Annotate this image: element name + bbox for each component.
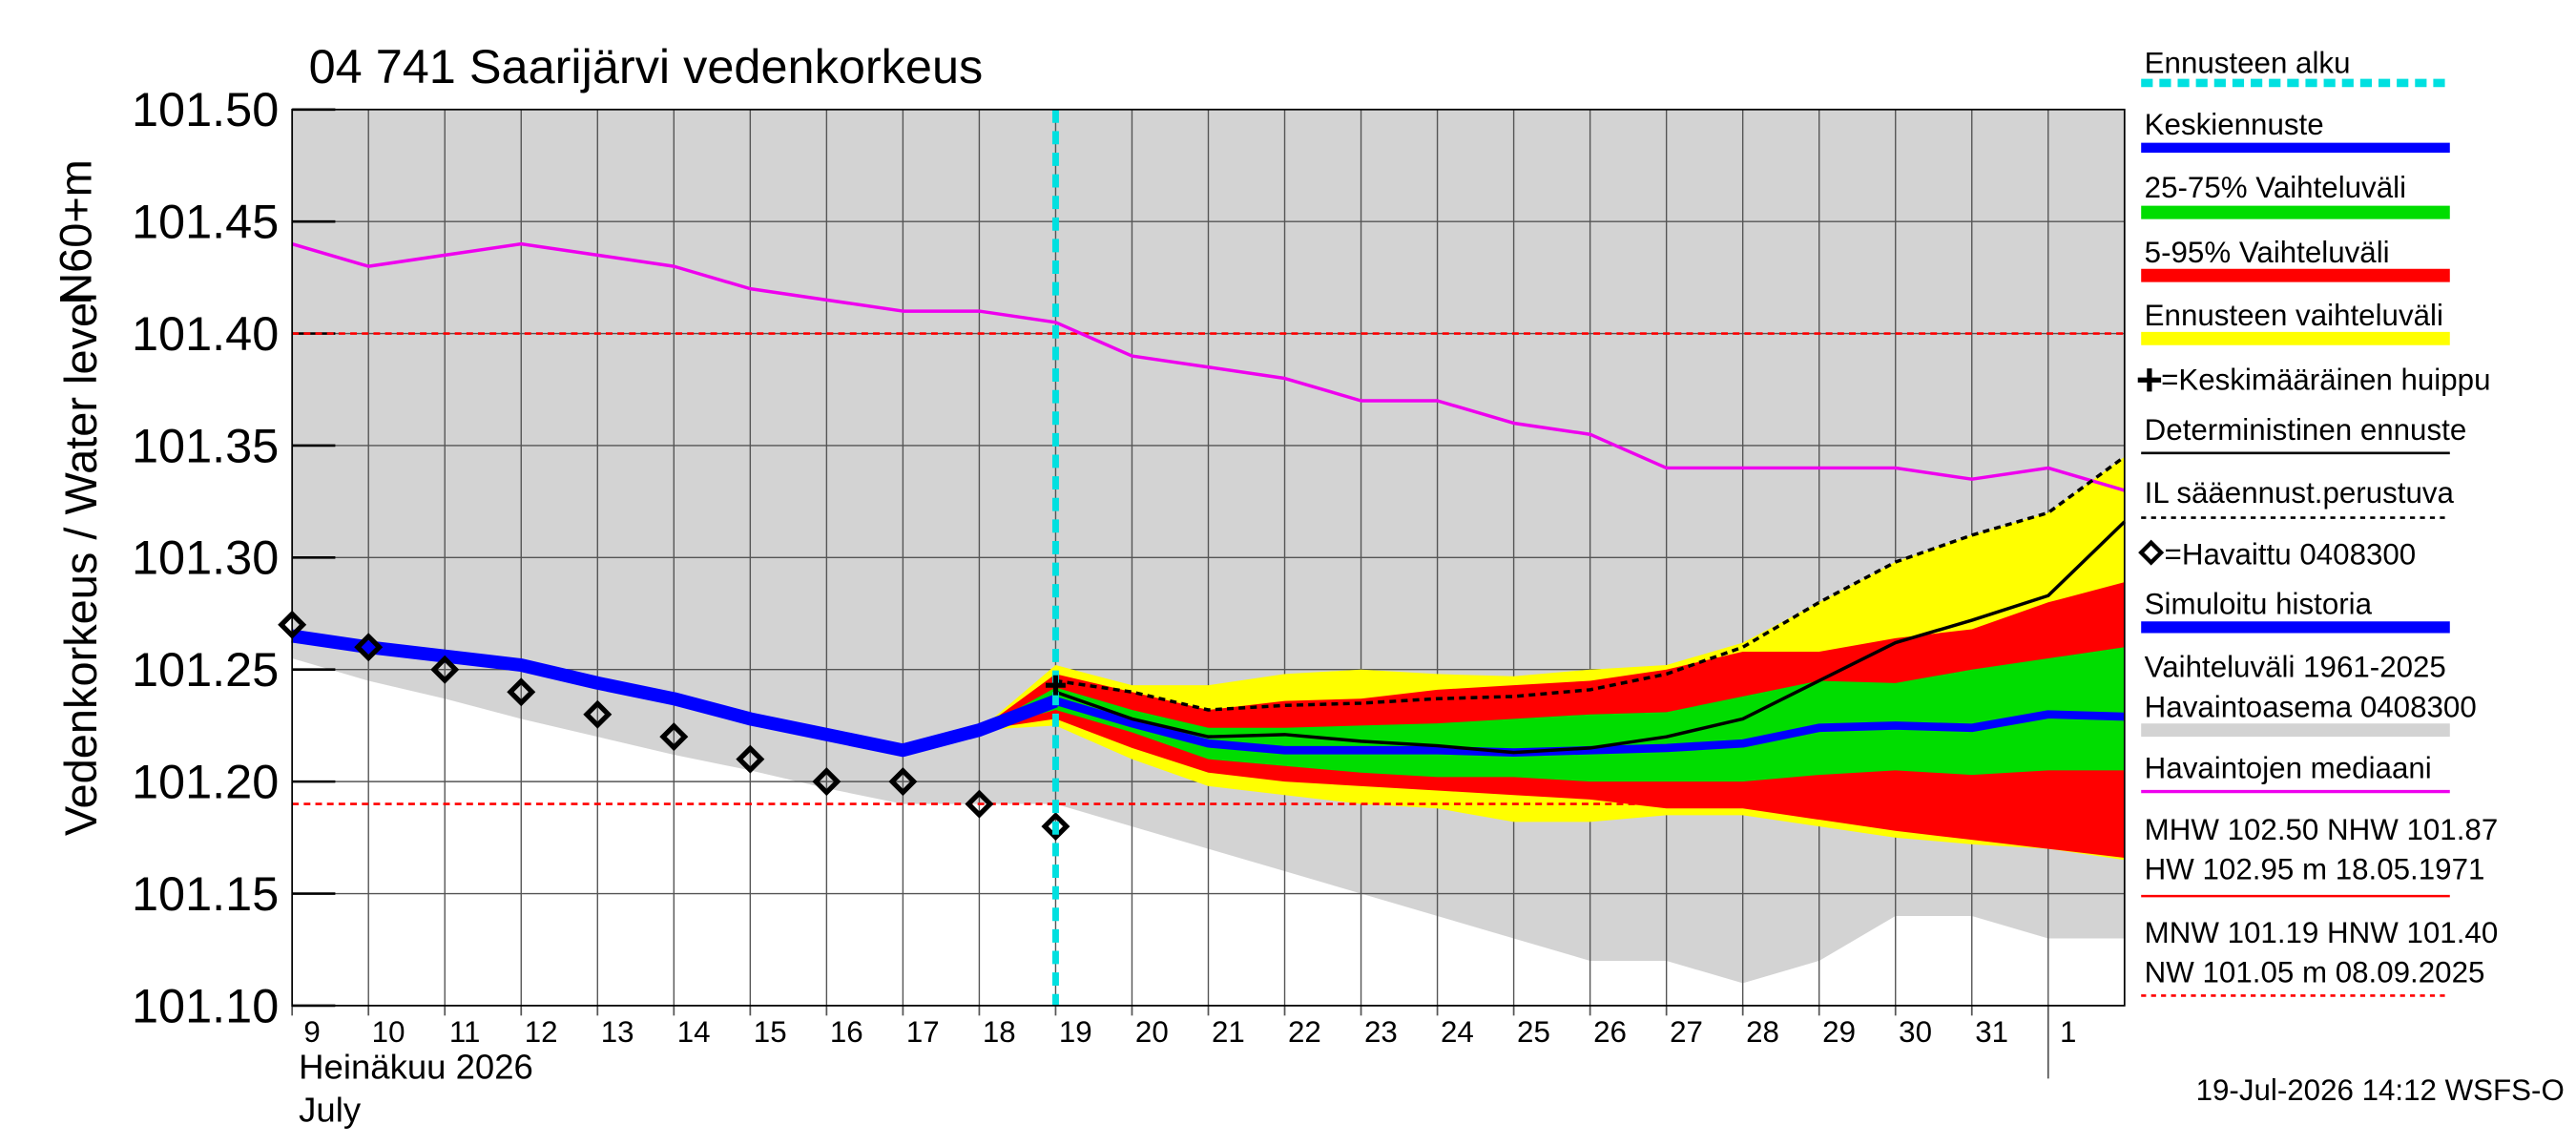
y-axis-label: Vedenkorkeus / Water level xyxy=(55,292,106,836)
legend-label: MHW 102.50 NHW 101.87 xyxy=(2145,813,2499,846)
observed-marker xyxy=(888,767,918,797)
x-tick-label: 22 xyxy=(1288,1015,1321,1049)
legend-label: NW 101.05 m 08.09.2025 xyxy=(2145,956,2485,989)
x-tick-label: 17 xyxy=(906,1015,940,1049)
x-tick-label: 13 xyxy=(601,1015,634,1049)
y-unit-label: N60+m xyxy=(51,159,101,305)
x-tick-label: 9 xyxy=(303,1015,320,1049)
x-axis-label: Heinäkuu 2026 xyxy=(299,1047,533,1086)
observed-marker xyxy=(1041,812,1070,842)
x-tick-label: 24 xyxy=(1441,1015,1474,1049)
x-tick-label: 1 xyxy=(2060,1015,2076,1049)
x-tick-label: 18 xyxy=(983,1015,1016,1049)
legend-label: Simuloitu historia xyxy=(2145,587,2373,620)
legend-label: HW 102.95 m 18.05.1971 xyxy=(2145,853,2485,886)
x-tick-label: 20 xyxy=(1135,1015,1169,1049)
x-tick-label: 16 xyxy=(830,1015,863,1049)
observed-marker xyxy=(583,699,613,729)
legend-label: Vaihteluväli 1961-2025 xyxy=(2145,651,2446,684)
observed-marker xyxy=(430,655,460,684)
x-tick-label: 31 xyxy=(1975,1015,2008,1049)
x-tick-label: 10 xyxy=(372,1015,405,1049)
x-tick-label: 30 xyxy=(1899,1015,1932,1049)
series-line xyxy=(1054,697,2125,757)
y-tick-label: 101.45 xyxy=(132,195,279,249)
observed-marker xyxy=(659,722,689,752)
observed-marker xyxy=(507,677,536,707)
legend-icon xyxy=(2138,539,2165,566)
legend-label: Havaintojen mediaani xyxy=(2145,752,2432,785)
y-tick-label: 101.10 xyxy=(132,978,279,1032)
legend-label: 5-95% Vaihteluväli xyxy=(2145,236,2390,269)
y-tick-label: 101.25 xyxy=(132,642,279,697)
legend-label: 25-75% Vaihteluväli xyxy=(2145,171,2406,204)
y-tick-label: 101.30 xyxy=(132,531,279,585)
x-tick-label: 25 xyxy=(1517,1015,1550,1049)
legend-label: Keskiennuste xyxy=(2145,108,2324,141)
observed-marker xyxy=(812,767,841,797)
y-tick-label: 101.20 xyxy=(132,755,279,809)
legend-label: MNW 101.19 HNW 101.40 xyxy=(2145,916,2499,949)
legend-label: IL sääennust.perustuva xyxy=(2145,476,2455,510)
legend-label: =Havaittu 0408300 xyxy=(2165,537,2417,571)
mean-peak-marker xyxy=(1046,675,1066,696)
legend-label: Deterministinen ennuste xyxy=(2145,413,2467,447)
y-tick-label: 101.15 xyxy=(132,866,279,921)
x-tick-label: 15 xyxy=(754,1015,787,1049)
x-tick-label: 11 xyxy=(449,1015,481,1049)
observed-marker xyxy=(965,789,994,819)
x-tick-label: 19 xyxy=(1059,1015,1092,1049)
x-tick-label: 23 xyxy=(1364,1015,1398,1049)
legend-icon xyxy=(2137,368,2162,392)
y-tick-label: 101.50 xyxy=(132,82,279,136)
legend-label: =Keskimääräinen huippu xyxy=(2161,364,2490,397)
series-line xyxy=(1054,520,2127,755)
footer: 19-Jul-2026 14:12 WSFS-O xyxy=(2196,1073,2565,1107)
observed-marker xyxy=(354,633,384,662)
x-tick-label: 26 xyxy=(1593,1015,1627,1049)
x-tick-label: 14 xyxy=(677,1015,711,1049)
series-line xyxy=(291,629,1058,758)
x-tick-label: 27 xyxy=(1670,1015,1703,1049)
y-tick-label: 101.40 xyxy=(132,306,279,361)
x-tick-label: 12 xyxy=(525,1015,558,1049)
observed-marker xyxy=(736,744,765,774)
x-tick-label: 21 xyxy=(1212,1015,1245,1049)
legend-label: Havaintoasema 0408300 xyxy=(2145,690,2477,723)
x-tick-label: 29 xyxy=(1822,1015,1856,1049)
series-line xyxy=(291,241,2126,492)
x-axis-label: July xyxy=(299,1091,362,1130)
y-tick-label: 101.35 xyxy=(132,418,279,472)
plot-frame xyxy=(291,108,2126,1007)
series-line xyxy=(1055,455,2126,712)
chart-title: 04 741 Saarijärvi vedenkorkeus xyxy=(309,39,984,94)
legend-label: Ennusteen vaihteluväli xyxy=(2145,299,2443,332)
legend-label: Ennusteen alku xyxy=(2145,47,2351,80)
x-tick-label: 28 xyxy=(1746,1015,1779,1049)
